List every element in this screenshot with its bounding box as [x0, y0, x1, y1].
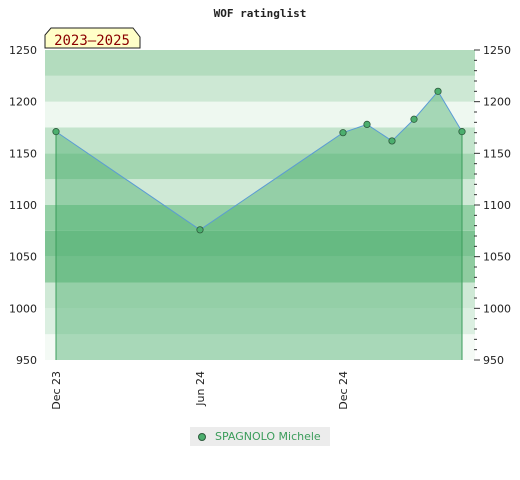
background-band: [45, 334, 475, 360]
data-point-5: [410, 115, 418, 123]
x-tick-label: Dec 24: [337, 371, 350, 410]
period-badge-box: [44, 27, 141, 49]
background-band: [45, 230, 475, 257]
y-tick-label-right: 1150: [483, 147, 511, 160]
data-point-4: [388, 137, 396, 145]
period-badge: 2023–2025: [44, 27, 141, 49]
x-axis: Dec 23 Jun 24 Dec 24: [50, 371, 350, 410]
background-band: [45, 282, 475, 309]
data-point-3: [363, 120, 371, 129]
background-band: [45, 308, 475, 335]
data-point-2: [339, 129, 347, 137]
background-band: [45, 127, 475, 154]
legend: SPAGNOLO Michele: [190, 427, 330, 446]
y-tick-label-right: 1200: [483, 96, 511, 109]
y-tick-label-left: 1100: [9, 199, 37, 212]
y-tick-label-left: 1000: [9, 302, 37, 315]
background-band: [45, 179, 475, 205]
background-band: [45, 101, 475, 128]
chart-title: WOF ratinglist: [214, 7, 307, 20]
series-line: [55, 90, 463, 231]
y-tick-label-left: 1150: [9, 147, 37, 160]
y-tick-label-left: 1200: [9, 96, 37, 109]
y-tick-label-right: 1000: [483, 302, 511, 315]
legend-series-label: SPAGNOLO Michele: [215, 430, 321, 443]
legend-marker-icon: [198, 432, 206, 441]
background-band: [45, 153, 475, 180]
background-band: [45, 256, 475, 283]
x-tick-label: Dec 23: [50, 371, 63, 410]
y-tick-label-left: 950: [16, 354, 37, 367]
period-badge-label: 2023–2025: [54, 33, 130, 49]
y-tick-label-right: 1250: [483, 44, 511, 57]
background-band: [45, 50, 475, 76]
y-tick-label-right: 1100: [483, 199, 511, 212]
background-band: [45, 205, 475, 231]
data-point-6: [434, 87, 442, 95]
background-bands: [45, 50, 475, 360]
x-tick-label: Jun 24: [194, 371, 207, 407]
y-axis-left: 950 1000 1050 1100 1150 1200 1250: [9, 44, 37, 367]
y-axis-right: 950 1000 1050 1100 1150 1200 1250: [474, 44, 511, 367]
y-tick-label-left: 1050: [9, 251, 37, 264]
data-point-7: [458, 128, 466, 136]
y-tick-label-left: 1250: [9, 44, 37, 57]
y-tick-label-right: 950: [483, 354, 504, 367]
background-band: [45, 75, 475, 102]
y-tick-label-right: 1050: [483, 251, 511, 264]
data-point-0: [52, 128, 60, 136]
series-area: [56, 91, 462, 360]
data-point-1: [196, 226, 204, 234]
series-markers: [52, 87, 466, 234]
